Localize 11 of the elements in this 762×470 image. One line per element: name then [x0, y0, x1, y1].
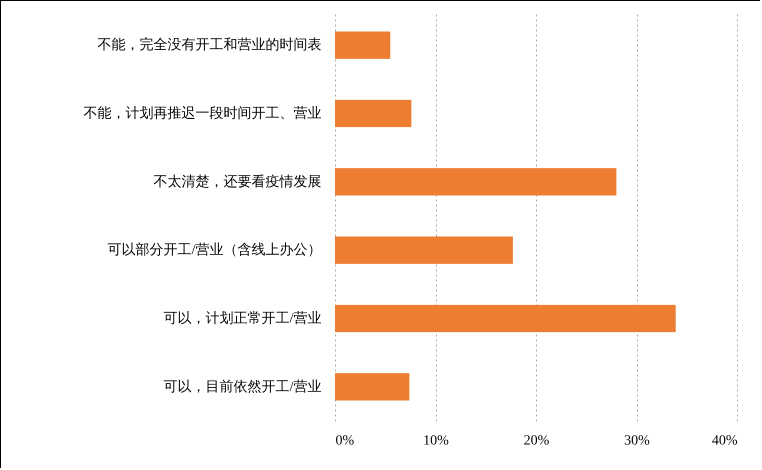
x-tick-label: 40% — [712, 434, 738, 448]
y-tick-label: 可以部分开工/营业（含线上办公） — [108, 242, 322, 258]
y-tick-label: 可以，目前依然开工/营业 — [164, 378, 322, 395]
y-tick-label: 不能，计划再推迟一段时间开工、营业 — [84, 106, 322, 122]
x-tick-label: 30% — [624, 434, 650, 448]
x-tick-label: 0% — [336, 434, 354, 448]
y-tick-label: 不太清楚，还要看疫情发展 — [154, 174, 322, 190]
x-tick-label: 20% — [524, 434, 550, 448]
x-tick-label: 10% — [423, 434, 450, 448]
y-tick-label: 不能，完全没有开工和营业的时间表 — [98, 37, 322, 54]
y-tick-label: 可以，计划正常开工/营业 — [164, 310, 322, 326]
